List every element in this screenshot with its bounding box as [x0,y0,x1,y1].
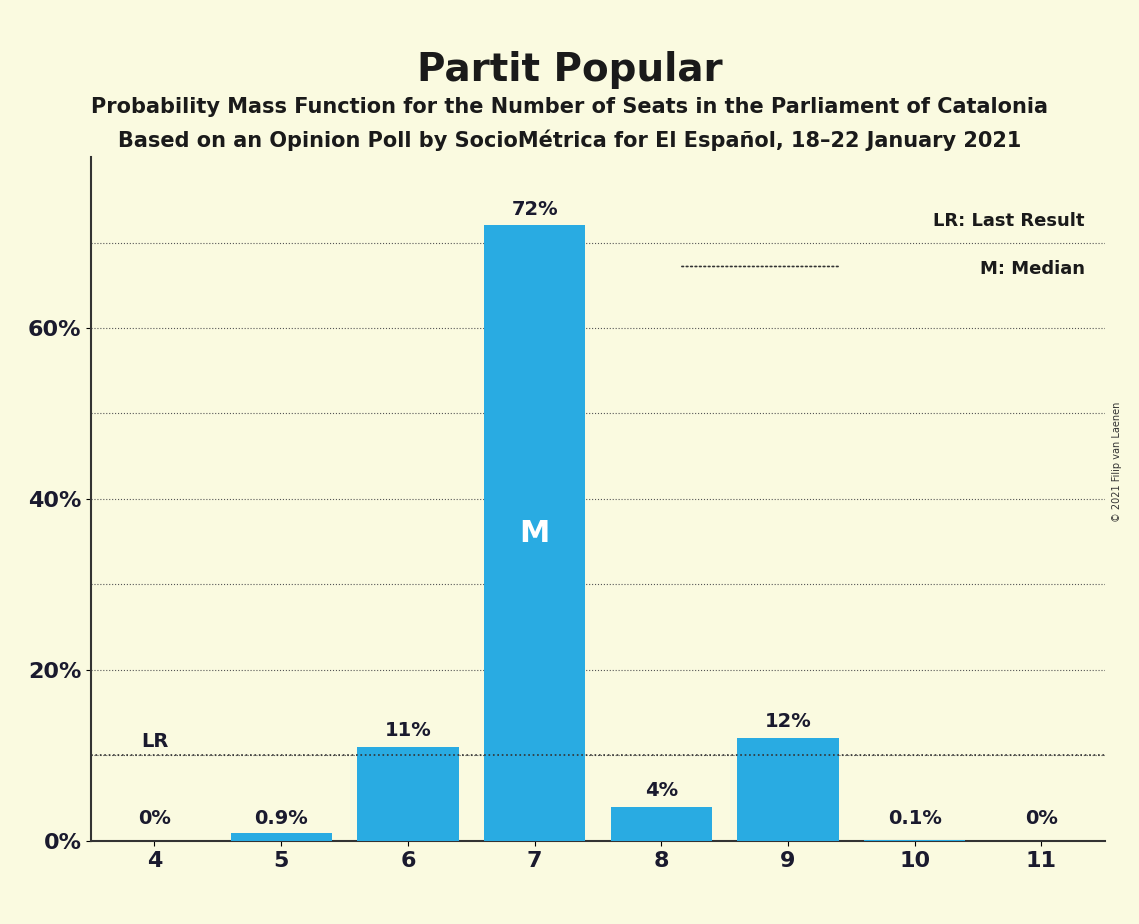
Text: 12%: 12% [764,712,811,732]
Text: 0%: 0% [1025,809,1058,828]
Bar [358,747,459,841]
Text: 0.9%: 0.9% [254,809,308,828]
Bar [737,738,838,841]
Text: 72%: 72% [511,200,558,219]
Text: 0.1%: 0.1% [887,809,942,828]
Text: M: M [519,518,550,548]
Text: 0%: 0% [138,809,171,828]
Text: M: Median: M: Median [980,260,1084,277]
Text: Probability Mass Function for the Number of Seats in the Parliament of Catalonia: Probability Mass Function for the Number… [91,97,1048,117]
Text: LR: Last Result: LR: Last Result [933,212,1084,230]
Bar [230,833,331,841]
Bar [611,807,712,841]
Text: © 2021 Filip van Laenen: © 2021 Filip van Laenen [1112,402,1122,522]
Text: 4%: 4% [645,781,678,800]
Bar [484,225,585,841]
Text: LR: LR [141,732,169,751]
Text: 11%: 11% [385,721,432,740]
Text: Based on an Opinion Poll by SocioMétrica for El Español, 18–22 January 2021: Based on an Opinion Poll by SocioMétrica… [117,129,1022,151]
Text: Partit Popular: Partit Popular [417,51,722,89]
